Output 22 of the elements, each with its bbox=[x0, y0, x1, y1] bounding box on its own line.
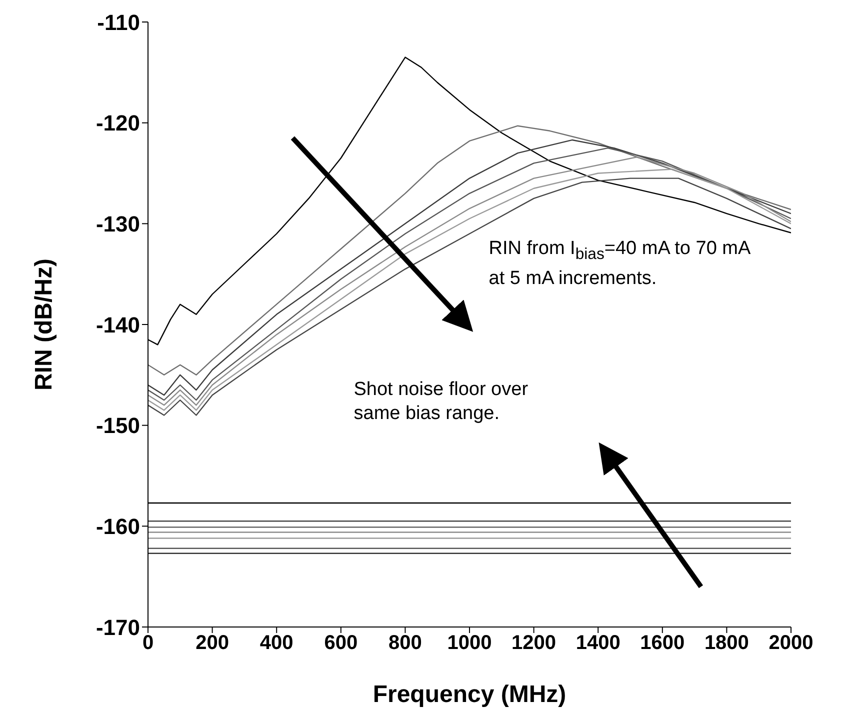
x-tick-label: 400 bbox=[260, 632, 294, 654]
y-tick-label: -170 bbox=[96, 614, 140, 640]
y-tick-label: -110 bbox=[97, 10, 140, 35]
x-tick-label: 1800 bbox=[704, 632, 749, 654]
y-tick-label: -140 bbox=[96, 312, 140, 338]
x-tick-label: 0 bbox=[142, 632, 154, 654]
annotation: RIN from I$_{bias}$=40 mA to 70 mA at 5 mA increments. bbox=[488, 236, 752, 291]
x-tick-label: 800 bbox=[388, 632, 422, 654]
x-tick-label: 200 bbox=[196, 632, 229, 654]
y-tick-label: -120 bbox=[96, 110, 140, 136]
x-axis-title: Frequency (MHz) bbox=[372, 681, 566, 708]
y-tick-label: -160 bbox=[96, 514, 140, 539]
y-tick-label: -150 bbox=[96, 413, 140, 438]
x-tick-label: 1600 bbox=[640, 632, 685, 654]
annotation: Shot noise floor over same bias range. bbox=[354, 378, 530, 426]
x-tick-label: 1200 bbox=[512, 632, 556, 654]
x-tick-label: 600 bbox=[324, 632, 358, 654]
x-tick-label: 1000 bbox=[447, 632, 492, 654]
y-axis-title: RIN (dB/Hz) bbox=[30, 258, 58, 390]
x-tick-label: 2000 bbox=[768, 632, 814, 654]
x-tick-label: 1400 bbox=[576, 632, 620, 654]
y-tick-label: -130 bbox=[96, 211, 140, 236]
